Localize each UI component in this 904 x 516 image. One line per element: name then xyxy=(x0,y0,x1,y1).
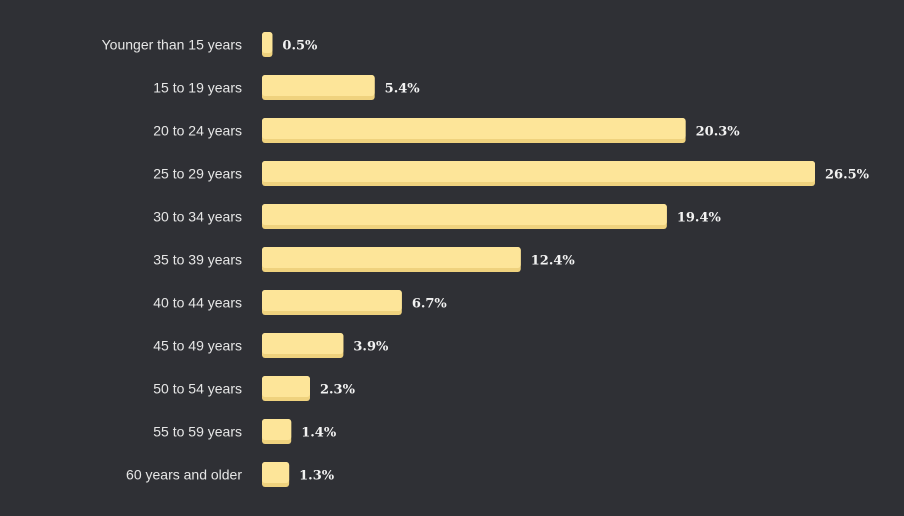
category-label: 60 years and older xyxy=(126,467,242,483)
bar[interactable] xyxy=(262,333,344,354)
bar-row: 20 to 24 years 20.3% xyxy=(153,118,740,143)
bar[interactable] xyxy=(262,247,521,268)
bar[interactable] xyxy=(262,161,815,182)
bar[interactable] xyxy=(262,75,375,96)
value-label: 2.3% xyxy=(320,383,356,398)
category-label: 30 to 34 years xyxy=(153,209,242,225)
value-label: 26.5% xyxy=(825,168,870,183)
bar-row: 15 to 19 years 5.4% xyxy=(153,75,420,100)
bar-row: Younger than 15 years 0.5% xyxy=(102,32,318,57)
bar[interactable] xyxy=(262,290,402,311)
category-label: 20 to 24 years xyxy=(153,123,242,139)
category-label: 50 to 54 years xyxy=(153,381,242,397)
bar[interactable] xyxy=(262,462,290,483)
bar[interactable] xyxy=(262,376,310,397)
bar[interactable] xyxy=(262,118,686,139)
value-label: 20.3% xyxy=(696,125,741,140)
bar-row: 35 to 39 years 12.4% xyxy=(153,247,575,272)
value-label: 1.4% xyxy=(301,426,337,441)
value-label: 19.4% xyxy=(677,211,722,226)
category-label: 40 to 44 years xyxy=(153,295,242,311)
bar[interactable] xyxy=(262,204,667,225)
category-label: 35 to 39 years xyxy=(153,252,242,268)
bar[interactable] xyxy=(262,419,292,440)
value-label: 12.4% xyxy=(531,254,576,269)
bar[interactable] xyxy=(262,32,273,53)
value-label: 6.7% xyxy=(412,297,448,312)
value-label: 5.4% xyxy=(385,82,421,97)
bar-row: 60 years and older 1.3% xyxy=(126,462,335,487)
bar-row: 40 to 44 years 6.7% xyxy=(153,290,447,315)
value-label: 1.3% xyxy=(299,469,335,484)
category-label: Younger than 15 years xyxy=(102,37,242,53)
category-label: 15 to 19 years xyxy=(153,80,242,96)
value-label: 0.5% xyxy=(282,39,318,54)
category-label: 55 to 59 years xyxy=(153,424,242,440)
bar-series: Younger than 15 years 0.5% 15 to 19 years 5… xyxy=(102,32,870,487)
value-label: 3.9% xyxy=(353,340,389,355)
bar-row: 25 to 29 years 26.5% xyxy=(153,161,870,186)
category-label: 25 to 29 years xyxy=(153,166,242,182)
bar-row: 50 to 54 years 2.3% xyxy=(153,376,356,401)
bar-row: 55 to 59 years 1.4% xyxy=(153,419,337,444)
bar-row: 30 to 34 years 19.4% xyxy=(153,204,721,229)
bar-row: 45 to 49 years 3.9% xyxy=(153,333,389,358)
category-label: 45 to 49 years xyxy=(153,338,242,354)
